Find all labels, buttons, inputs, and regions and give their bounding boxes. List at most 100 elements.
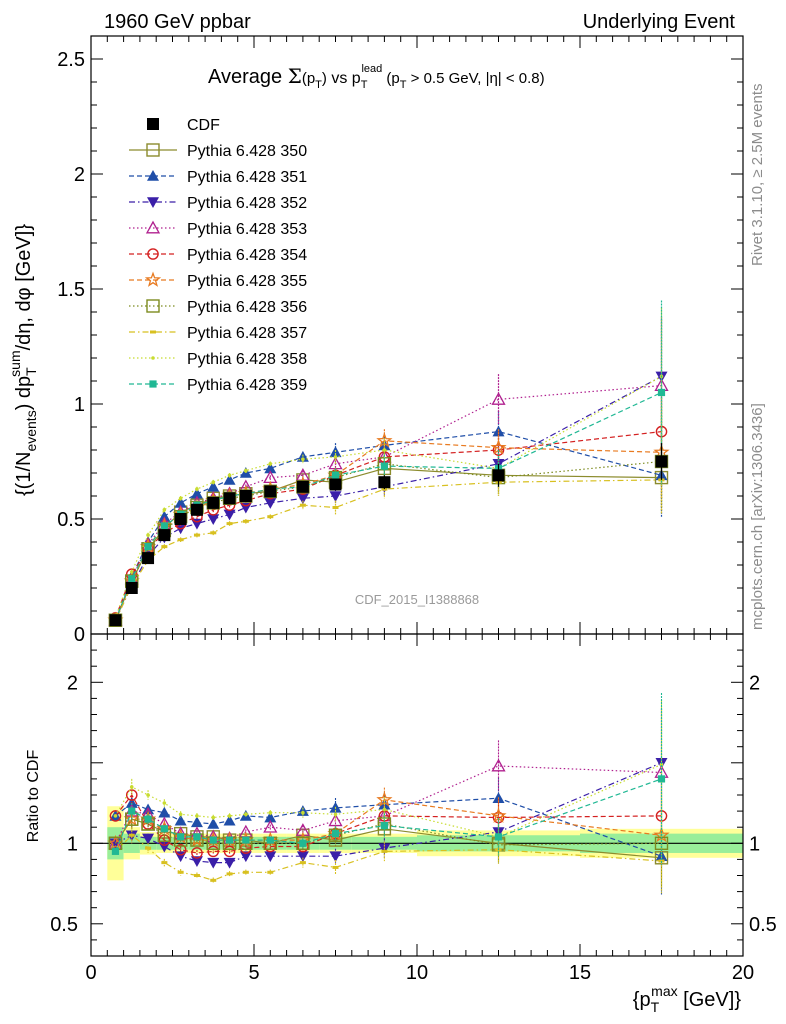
data-point bbox=[244, 468, 248, 473]
legend-label: Pythia 6.428 353 bbox=[187, 221, 307, 238]
data-point bbox=[207, 845, 220, 858]
data-point bbox=[329, 478, 342, 491]
data-point bbox=[296, 480, 309, 493]
top-series-group bbox=[107, 300, 670, 628]
data-point bbox=[299, 839, 307, 847]
data-point bbox=[657, 775, 666, 783]
data-point bbox=[109, 614, 122, 627]
data-point bbox=[268, 462, 273, 466]
data-point bbox=[191, 847, 203, 859]
data-point bbox=[268, 810, 273, 815]
ratio-series-10 bbox=[111, 693, 666, 865]
ratio-series-line bbox=[115, 762, 662, 864]
legend-entry: Pythia 6.428 354 bbox=[129, 247, 307, 264]
data-point bbox=[239, 490, 252, 502]
header-right: Underlying Event bbox=[583, 11, 736, 33]
data-point bbox=[177, 833, 185, 841]
ratio-ylabel: Ratio to CDF bbox=[25, 750, 42, 843]
data-point bbox=[296, 851, 309, 863]
ratio-axis-ticks: 0.5 0.51 12 20 5 10 15 20 bbox=[50, 633, 777, 984]
data-point bbox=[226, 872, 233, 876]
data-point bbox=[242, 870, 249, 874]
data-point bbox=[223, 509, 236, 521]
data-point bbox=[223, 473, 236, 485]
data-point bbox=[210, 878, 217, 882]
data-point bbox=[223, 492, 236, 505]
rivet-label: Rivet 3.1.10, ≥ 2.5M events bbox=[749, 84, 766, 267]
data-point bbox=[146, 793, 150, 797]
data-point bbox=[128, 807, 136, 815]
data-point bbox=[111, 847, 120, 855]
data-point bbox=[207, 480, 220, 492]
legend-entry: Pythia 6.428 353 bbox=[129, 220, 307, 238]
data-point bbox=[329, 851, 342, 863]
data-point bbox=[190, 503, 203, 516]
data-point bbox=[147, 197, 159, 208]
data-point bbox=[195, 487, 199, 491]
data-point bbox=[151, 356, 155, 360]
data-point bbox=[380, 821, 388, 830]
legend-label: Pythia 6.428 354 bbox=[187, 247, 307, 264]
data-point bbox=[378, 476, 391, 489]
data-point bbox=[244, 812, 248, 817]
series-2 bbox=[109, 410, 668, 623]
data-point bbox=[264, 485, 277, 498]
xtick-label: 10 bbox=[406, 962, 428, 984]
data-point bbox=[109, 810, 122, 822]
data-point bbox=[264, 851, 277, 863]
legend-entry: Pythia 6.428 359 bbox=[129, 377, 307, 394]
data-point bbox=[332, 506, 339, 509]
data-point bbox=[149, 380, 157, 388]
data-point bbox=[331, 471, 340, 479]
data-point bbox=[659, 762, 664, 767]
data-point bbox=[382, 448, 387, 452]
data-point bbox=[264, 498, 277, 509]
data-point bbox=[332, 865, 339, 869]
data-point bbox=[177, 870, 184, 874]
data-point bbox=[150, 330, 156, 334]
legend-entry: Pythia 6.428 352 bbox=[129, 195, 307, 212]
data-point bbox=[144, 543, 152, 551]
ratio-panel: 0.5 0.51 12 20 5 10 15 20 bbox=[50, 633, 777, 984]
legend-label: CDF bbox=[187, 117, 220, 134]
data-point bbox=[382, 807, 387, 812]
data-point bbox=[147, 118, 159, 130]
legend-entry: CDF bbox=[147, 117, 220, 134]
ratio-ytick-label-right: 0.5 bbox=[749, 914, 777, 936]
data-point bbox=[162, 801, 167, 805]
data-point bbox=[223, 845, 236, 858]
data-point bbox=[491, 758, 506, 772]
data-point bbox=[125, 582, 138, 594]
data-point bbox=[174, 496, 187, 508]
data-point bbox=[145, 846, 152, 850]
legend: CDF Pythia 6.428 350 Pythia 6.428 351 Pythi… bbox=[129, 117, 307, 394]
data-point bbox=[161, 861, 168, 865]
data-point bbox=[333, 812, 338, 817]
data-point bbox=[209, 836, 217, 844]
ratio-panel-frame bbox=[90, 633, 744, 957]
data-point bbox=[190, 816, 203, 828]
legend-label: Pythia 6.428 355 bbox=[187, 273, 307, 290]
xtick-label: 0 bbox=[85, 962, 96, 984]
data-point bbox=[494, 833, 503, 841]
data-point bbox=[145, 220, 161, 234]
data-point bbox=[174, 513, 187, 525]
legend-entry: Pythia 6.428 358 bbox=[129, 351, 307, 368]
data-point bbox=[113, 814, 118, 818]
legend-label: Pythia 6.428 357 bbox=[187, 325, 307, 342]
data-point bbox=[207, 514, 220, 525]
data-point bbox=[162, 508, 167, 512]
top-panel: 0 0.5 1 1.5 2 2.5 CDF Pythia 6.428 350 Pythia 6… bbox=[57, 35, 744, 646]
data-point bbox=[225, 836, 234, 844]
data-point bbox=[144, 815, 152, 823]
data-point bbox=[227, 473, 232, 478]
data-point bbox=[333, 455, 338, 459]
xtick-label: 15 bbox=[569, 962, 591, 984]
chart-title: Average Σ(pT) vs pTlead (pT > 0.5 GeV, |… bbox=[208, 63, 545, 91]
data-point bbox=[267, 870, 274, 874]
xlabel: {pTmax [GeV]} bbox=[633, 983, 742, 1015]
data-point bbox=[376, 791, 393, 807]
data-point bbox=[193, 533, 200, 537]
data-point bbox=[146, 533, 150, 537]
